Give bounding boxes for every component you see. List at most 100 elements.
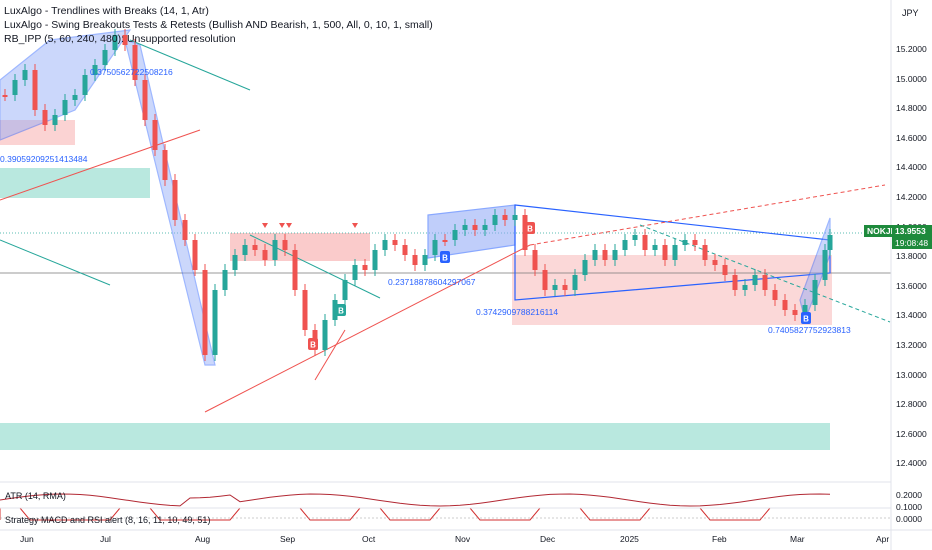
candle-body (482, 225, 488, 230)
time-tick: Mar (790, 534, 805, 544)
candle-body (752, 275, 758, 285)
candle-body (792, 310, 798, 315)
candle-body (762, 275, 768, 290)
sell-triangle (279, 223, 285, 228)
candle-body (542, 270, 548, 290)
candle-body (142, 80, 148, 120)
candle-body (712, 260, 718, 265)
atr-axis-2: 0.1000 (896, 502, 922, 512)
candle-body (132, 45, 138, 80)
signal-marker-box (525, 222, 535, 234)
candle-body (692, 240, 698, 245)
candle-body (202, 270, 208, 355)
candle-body (112, 35, 118, 50)
candle-body (72, 95, 78, 100)
candle-body (232, 255, 238, 270)
candle-body (582, 260, 588, 275)
candle-body (322, 320, 328, 350)
candle-body (492, 215, 498, 225)
candle-body (562, 285, 568, 290)
price-tick: 12.6000 (896, 428, 927, 439)
time-tick: Aug (195, 534, 211, 544)
currency-label[interactable]: JPY (902, 8, 919, 18)
candle-body (472, 225, 478, 230)
candle-body (282, 240, 288, 250)
price-tick: 14.4000 (896, 162, 927, 173)
candle-body (682, 240, 688, 245)
candle-body (722, 265, 728, 275)
candle-body (452, 230, 458, 240)
candle-body (2, 95, 8, 97)
channel-top (0, 29, 132, 141)
candle-body (772, 290, 778, 300)
candles-layer (2, 29, 833, 361)
candle-body (822, 250, 828, 280)
candle-body (52, 115, 58, 125)
candle-body (252, 245, 258, 250)
annotation-3: 0.23718878604297067 (388, 277, 476, 287)
candle-body (332, 300, 338, 320)
candle-body (642, 235, 648, 250)
candle-body (742, 285, 748, 290)
candle-body (662, 245, 668, 260)
time-tick: Oct (362, 534, 376, 544)
candle-body (502, 215, 508, 220)
candle-body (652, 245, 658, 250)
trendline-teal-3 (249, 234, 381, 299)
price-tick: 13.6000 (896, 280, 927, 291)
candle-body (162, 150, 168, 180)
candle-body (372, 250, 378, 270)
atr-line (0, 493, 831, 507)
candle-body (352, 265, 358, 280)
sell-triangle (352, 223, 358, 228)
candle-body (462, 225, 468, 230)
candle-body (512, 215, 518, 220)
channel-drop (124, 39, 216, 366)
resistance-zone-1 (230, 233, 370, 261)
candle-body (102, 50, 108, 65)
candle-body (732, 275, 738, 290)
candle-body (212, 290, 218, 355)
markers-layer: B B B B B (262, 222, 811, 350)
time-tick: Nov (455, 534, 471, 544)
channel-1 (427, 204, 516, 259)
atr-label[interactable]: ATR (14, RMA) (5, 491, 66, 501)
trendline-red-4 (314, 329, 346, 381)
price-tick: 13.4000 (896, 310, 927, 321)
channels-layer (0, 29, 831, 366)
candle-body (782, 300, 788, 310)
legend-line-swing-breakouts[interactable]: LuxAlgo - Swing Breakouts Tests & Retest… (4, 19, 433, 31)
candle-body (827, 235, 833, 250)
candle-body (292, 250, 298, 290)
candle-body (382, 240, 388, 250)
candle-body (172, 180, 178, 220)
candle-body (62, 100, 68, 115)
candle-body (182, 220, 188, 240)
price-tick: 12.4000 (896, 458, 927, 469)
legend-line-trendlines[interactable]: LuxAlgo - Trendlines with Breaks (14, 1,… (4, 5, 209, 17)
channel-2 (514, 204, 831, 301)
trendlines-layer (0, 39, 891, 413)
sell-triangle (286, 223, 292, 228)
candle-body (262, 250, 268, 260)
legend-line-rb-ipp[interactable]: RB_IPP (5, 60, 240, 480): Unsupported re… (4, 33, 236, 45)
signal-marker-box (801, 312, 811, 324)
annotation-4: 0.3742909788216114 (476, 307, 559, 317)
candle-body (552, 285, 558, 290)
candle-body (612, 250, 618, 260)
candle-body (522, 215, 528, 250)
candle-body (82, 75, 88, 95)
symbol-badge: NOKJPY (864, 225, 902, 237)
candle-body (342, 280, 348, 300)
price-tick: 14.8000 (896, 103, 927, 114)
strategy-label[interactable]: Strategy MACD and RSI alert (8, 16, 11, … (5, 515, 211, 525)
candle-body (222, 270, 228, 290)
candle-body (702, 245, 708, 260)
candle-body (592, 250, 598, 260)
candle-body (362, 265, 368, 270)
signal-marker-label: B (803, 315, 809, 324)
candle-body (432, 240, 438, 255)
signal-marker-box (440, 251, 450, 263)
price-tick: 15.0000 (896, 73, 927, 84)
